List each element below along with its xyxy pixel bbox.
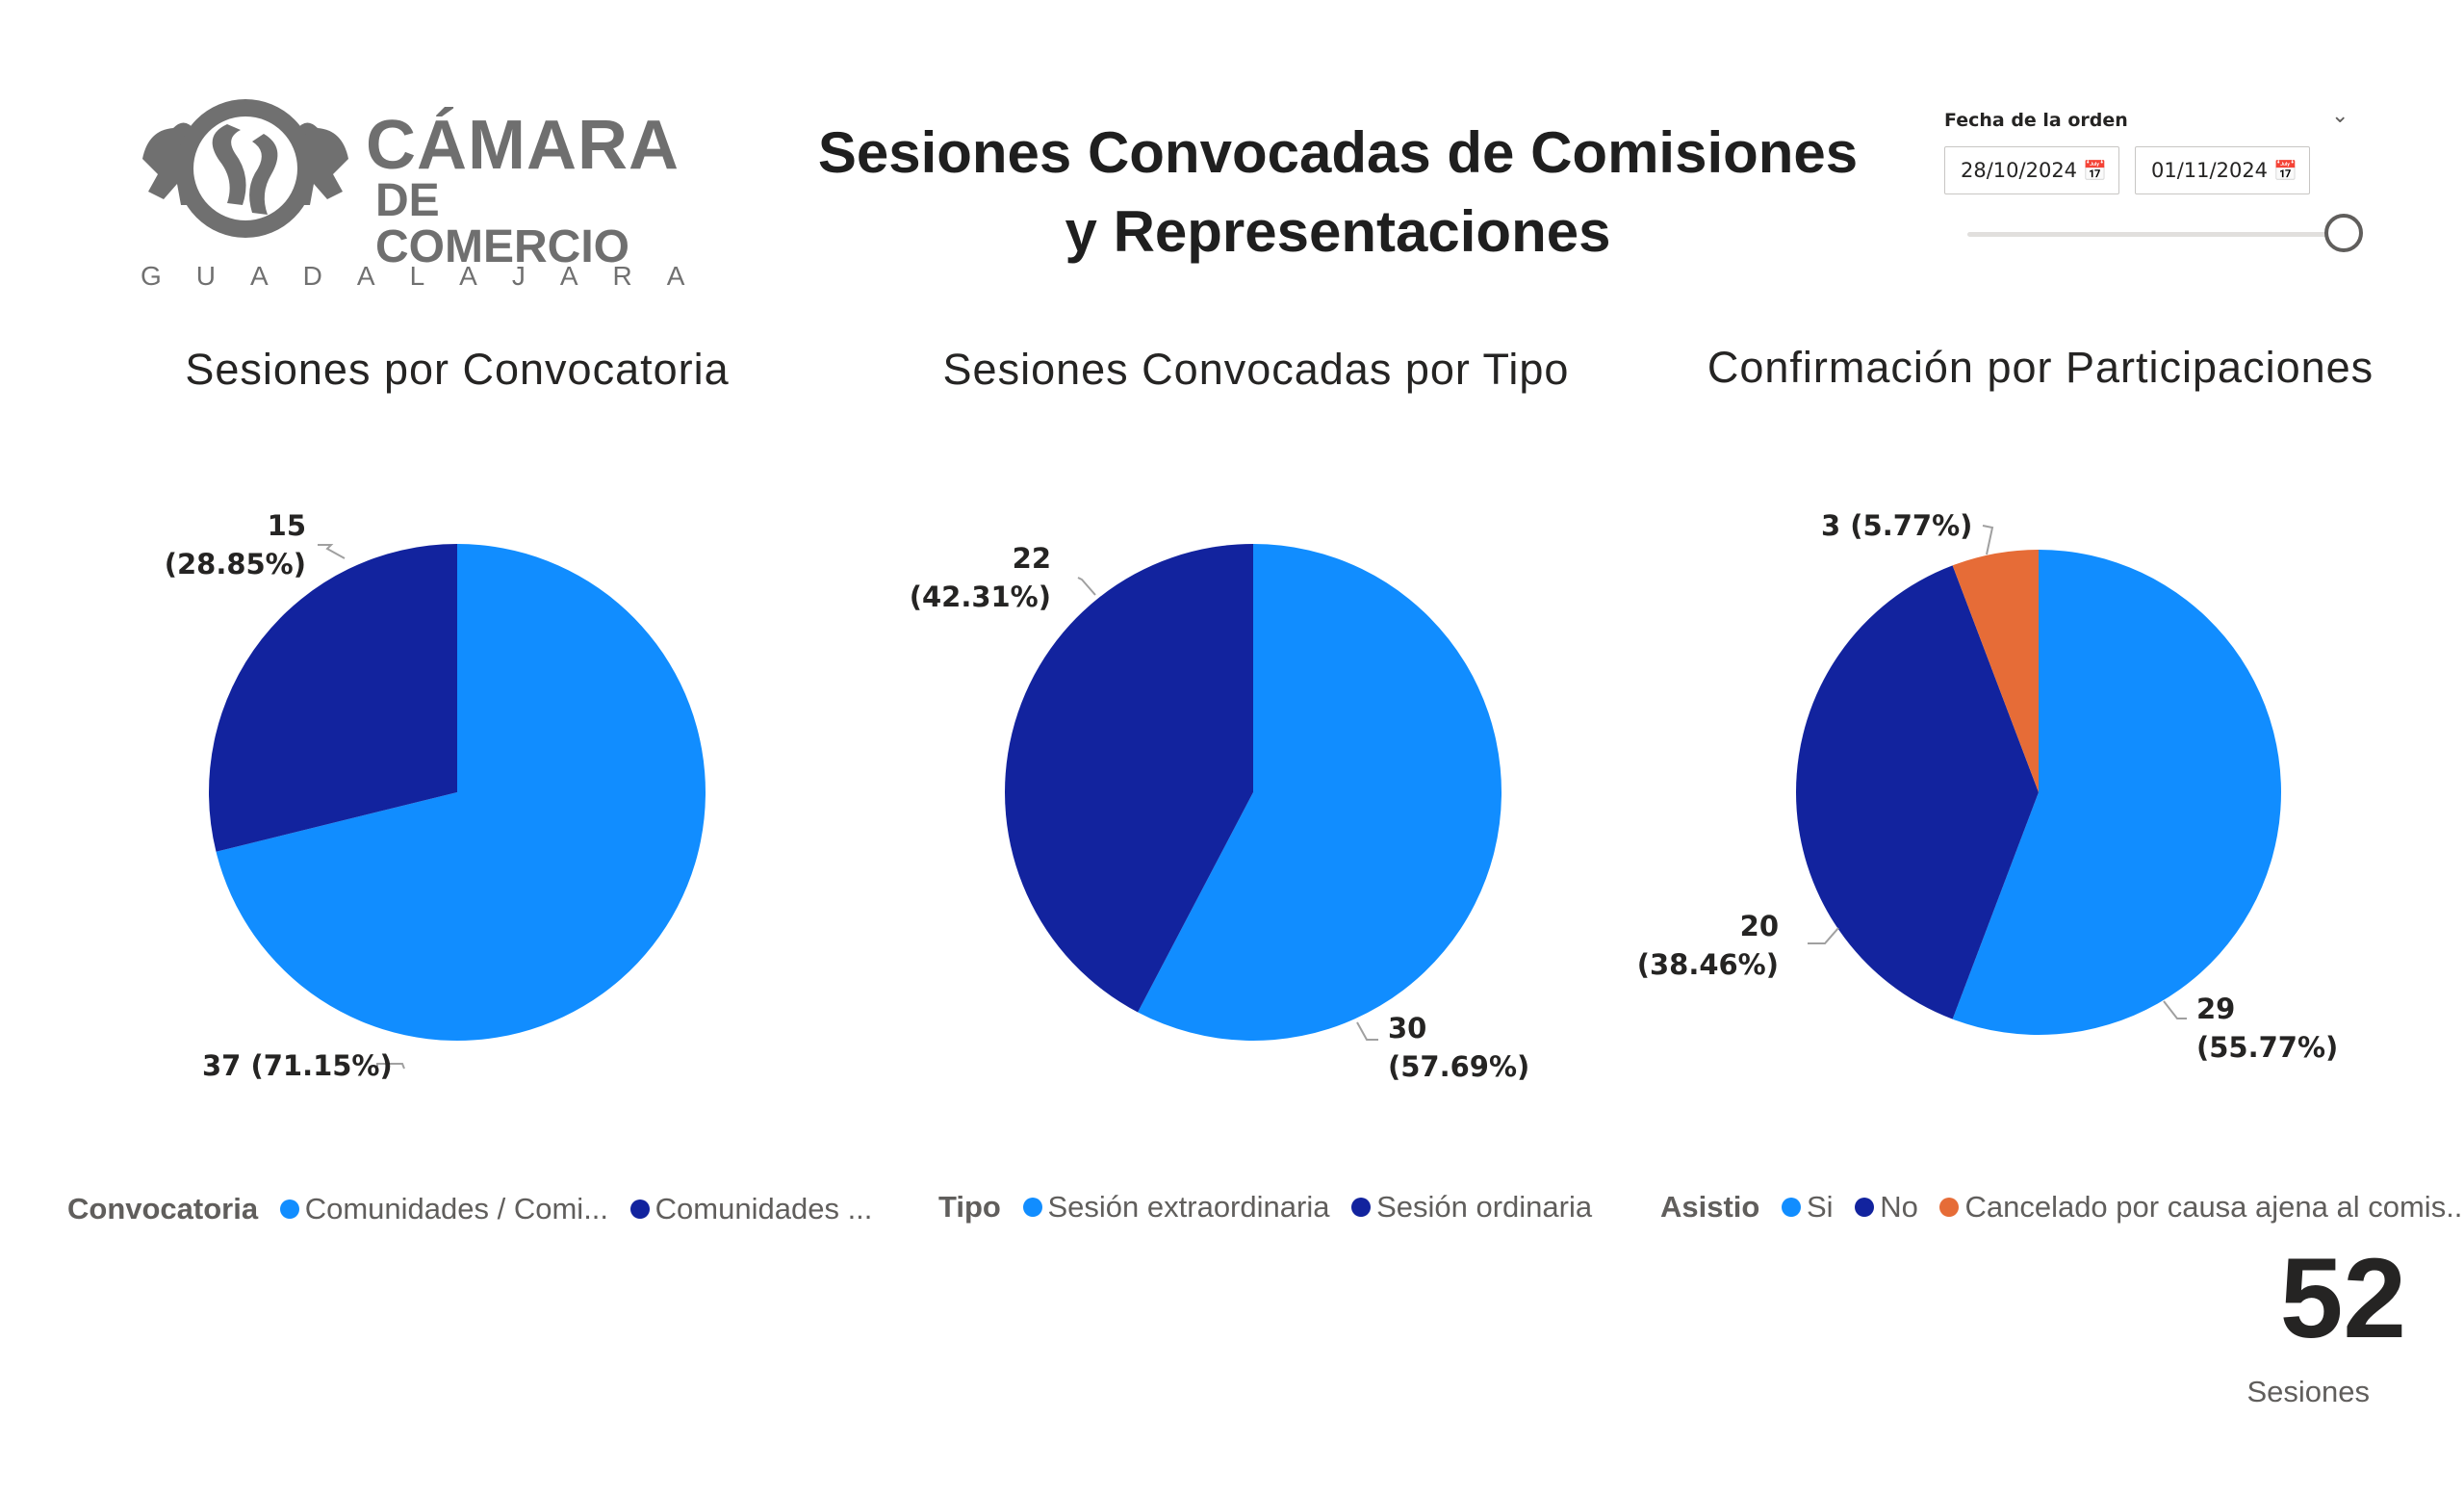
leader-line: [318, 544, 346, 559]
legend-item-label: Cancelado por causa ajena al comis...: [1964, 1190, 2464, 1224]
legend-item[interactable]: Sesión extraordinaria: [1022, 1190, 1330, 1224]
data-label: (55.77%): [2196, 1031, 2338, 1064]
legend-dot-icon: [279, 1199, 299, 1219]
calendar-icon[interactable]: 📅: [2083, 159, 2107, 182]
start-date-input[interactable]: 28/10/2024 📅: [1944, 146, 2119, 194]
chevron-down-icon[interactable]: ⌄: [2331, 104, 2349, 128]
lions-emblem-icon: [142, 99, 348, 238]
legend-item-label: Sesión ordinaria: [1376, 1190, 1593, 1224]
logo-text-de-comercio: DE COMERCIO: [375, 175, 629, 272]
legend-item-label: Si: [1806, 1190, 1834, 1224]
start-date-value: 28/10/2024: [1961, 159, 2078, 182]
legend-dot-icon: [1939, 1197, 1960, 1217]
pie-slice[interactable]: [1952, 550, 2039, 792]
data-label: 20: [1740, 910, 1779, 942]
legend-item[interactable]: No: [1855, 1190, 1918, 1224]
date-slider-handle[interactable]: [2324, 214, 2363, 252]
legend-item-label: Comunidades ...: [654, 1192, 873, 1225]
kpi-value: 52: [2279, 1235, 2406, 1362]
pie-slice[interactable]: [1138, 544, 1502, 1041]
leader-line: [1356, 1021, 1378, 1041]
legend-item-label: No: [1880, 1190, 1918, 1224]
chart-title-convocatoria: Sesiones por Convocatoria: [185, 345, 730, 394]
data-label: 22: [1013, 542, 1051, 575]
data-label: 29: [2196, 993, 2235, 1025]
logo-text-guadalajara: GUADALAJARA: [141, 261, 720, 291]
data-label: 37 (71.15%): [202, 1049, 393, 1082]
leader-line: [1982, 525, 1994, 555]
pie-slice[interactable]: [216, 544, 706, 1041]
pie-slice[interactable]: [1004, 544, 1253, 1013]
legend-convocatoria: Convocatoria Comunidades / Comi... Comun…: [67, 1192, 886, 1226]
pie-chart-convocatoria[interactable]: [208, 544, 706, 1041]
leader-line: [376, 1063, 405, 1070]
date-range-slicer[interactable]: Fecha de la orden ⌄ 28/10/2024 📅 01/11/2…: [1944, 104, 2368, 277]
pie-slice[interactable]: [208, 544, 457, 852]
page-title: Sesiones Convocadas de Comisiones y Repr…: [817, 120, 1859, 264]
date-slider-track[interactable]: [1967, 232, 2360, 237]
pie-chart-tipo[interactable]: [1004, 544, 1502, 1041]
pie-slice[interactable]: [1952, 550, 2281, 1035]
legend-dot-icon: [1855, 1197, 1875, 1217]
legend-dot-icon: [1781, 1197, 1801, 1217]
legend-dot-icon: [1022, 1197, 1042, 1217]
kpi-label: Sesiones: [2246, 1375, 2370, 1408]
legend-item-label: Sesión extraordinaria: [1047, 1190, 1330, 1224]
data-label: (38.46%): [1637, 948, 1779, 981]
legend-item[interactable]: Si: [1781, 1190, 1834, 1224]
legend-tipo: Tipo Sesión extraordinaria Sesión ordina…: [938, 1190, 1605, 1225]
pie-chart-participaciones[interactable]: [1796, 550, 2281, 1035]
data-label: 30: [1388, 1012, 1426, 1045]
end-date-input[interactable]: 01/11/2024 📅: [2135, 146, 2310, 194]
legend-item[interactable]: Comunidades ...: [629, 1192, 873, 1225]
chart-title-tipo: Sesiones Convocadas por Tipo: [942, 345, 1570, 394]
legend-item[interactable]: Cancelado por causa ajena al comis...: [1939, 1190, 2464, 1224]
calendar-icon[interactable]: 📅: [2273, 159, 2297, 182]
data-label: 15: [268, 509, 306, 542]
data-label: 3 (5.77%): [1821, 509, 1972, 542]
camara-logo: CÁMARA DE COMERCIO GUADALAJARA: [135, 91, 684, 298]
legend-item[interactable]: Comunidades / Comi...: [279, 1192, 609, 1225]
leader-line: [1077, 577, 1096, 596]
leader-line: [1808, 927, 1839, 944]
legend-title: Asistio: [1660, 1190, 1760, 1224]
legend-title: Tipo: [938, 1190, 1001, 1224]
slicer-title: Fecha de la orden: [1944, 110, 2128, 131]
pie-slice[interactable]: [1796, 565, 2039, 1019]
legend-asistio: Asistio Si No Cancelado por causa ajena …: [1660, 1190, 2464, 1225]
data-label: (57.69%): [1388, 1050, 1529, 1083]
legend-dot-icon: [1351, 1197, 1372, 1217]
leader-line: [2163, 1000, 2187, 1019]
data-label: (42.31%): [910, 580, 1051, 613]
legend-dot-icon: [629, 1199, 650, 1219]
logo-text-camara: CÁMARA: [366, 107, 680, 184]
legend-item-label: Comunidades / Comi...: [304, 1192, 609, 1225]
legend-item[interactable]: Sesión ordinaria: [1351, 1190, 1592, 1224]
legend-title: Convocatoria: [67, 1192, 259, 1225]
data-label: (28.85%): [165, 548, 306, 580]
chart-title-participaciones: Confirmación por Participaciones: [1707, 343, 2374, 392]
end-date-value: 01/11/2024: [2151, 159, 2269, 182]
